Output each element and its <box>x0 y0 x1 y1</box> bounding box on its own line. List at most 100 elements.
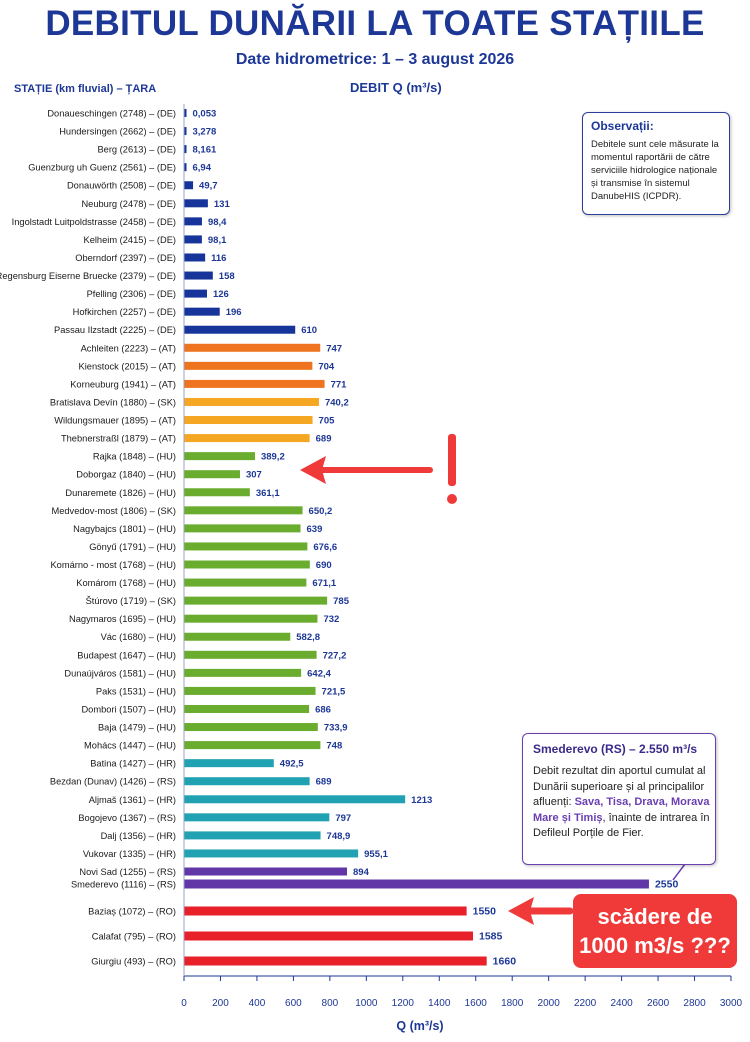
bar <box>184 741 321 750</box>
x-tick-label: 2200 <box>574 998 597 1009</box>
station-label: Bratislava Devín (1880) – (SK) <box>50 397 176 407</box>
alert-line-1: scădere de <box>597 904 713 929</box>
x-tick-label: 2400 <box>610 998 633 1009</box>
value-label: 689 <box>316 434 332 445</box>
bar <box>184 181 194 190</box>
station-label: Calafat (795) – (RO) <box>92 932 176 942</box>
value-label: 98,4 <box>208 217 227 228</box>
x-tick-label: 200 <box>212 998 229 1009</box>
value-label: 158 <box>219 271 235 282</box>
value-label: 98,1 <box>208 235 227 246</box>
doborgaz-arrow <box>300 456 433 484</box>
station-label: Nagybajcs (1801) – (HU) <box>73 524 176 534</box>
station-label: Dombori (1507) – (HU) <box>81 704 176 714</box>
value-label: 0,053 <box>193 109 217 120</box>
chart-heading: DEBIT Q (m³/s) <box>350 80 442 95</box>
value-label: 389,2 <box>261 452 285 463</box>
bar <box>184 668 302 677</box>
bar <box>184 109 187 117</box>
x-tick-label: 1400 <box>428 998 451 1009</box>
station-label: Hundersingen (2662) – (DE) <box>59 127 176 137</box>
bar <box>184 650 317 659</box>
value-label: 131 <box>214 199 231 210</box>
bar <box>184 578 307 587</box>
station-label: Gönyű (1791) – (HU) <box>89 542 176 552</box>
station-label: Bezdan (Dunav) (1426) – (RS) <box>50 777 176 787</box>
bar <box>184 506 303 515</box>
alert-line-2: 1000 m3/s ??? <box>579 933 731 958</box>
bar <box>184 867 348 876</box>
bar <box>184 416 313 425</box>
bar <box>184 956 487 966</box>
smederevo-note-text-after: , înainte de intrarea în Defileul Porțil… <box>533 811 710 840</box>
value-label: 686 <box>315 704 331 715</box>
station-label: Guenzburg uh Guenz (2561) – (DE) <box>28 163 176 173</box>
station-label: Baja (1479) – (HU) <box>98 723 176 733</box>
station-label: Hofkirchen (2257) – (DE) <box>73 307 176 317</box>
bar <box>184 470 240 479</box>
observations-text: Debitele sunt cele măsurate la momentul … <box>591 139 719 202</box>
station-label: Donaueschingen (2748) – (DE) <box>47 109 176 119</box>
value-label: 704 <box>318 361 335 372</box>
station-label: Dalj (1356) – (HR) <box>101 831 176 841</box>
station-label: Donauwörth (2508) – (DE) <box>67 181 176 191</box>
value-label: 196 <box>226 307 242 318</box>
bar <box>184 686 316 695</box>
station-label: Batina (1427) – (HR) <box>90 759 176 769</box>
value-label: 8,161 <box>193 145 217 156</box>
smederevo-note-box: Smederevo (RS) – 2.550 m³/s Debit rezult… <box>522 733 716 865</box>
bar <box>184 199 208 208</box>
bar <box>184 704 310 713</box>
x-tick-label: 1000 <box>355 998 378 1009</box>
exclamation-mark-bar <box>448 434 456 486</box>
station-label: Baziaș (1072) – (RO) <box>88 907 176 917</box>
x-tick-label: 1800 <box>501 998 524 1009</box>
x-tick-label: 600 <box>285 998 302 1009</box>
station-label: Achleiten (2223) – (AT) <box>81 343 176 353</box>
station-label: Neuburg (2478) – (DE) <box>81 199 176 209</box>
station-label: Wildungsmauer (1895) – (AT) <box>54 416 176 426</box>
value-label: 748,9 <box>327 831 351 842</box>
bar <box>184 397 319 406</box>
value-label: 689 <box>316 777 332 788</box>
station-column-header: STAȚIE (km fluvial) – ȚARA <box>14 83 157 95</box>
station-label: Giurgiu (493) – (RO) <box>91 957 176 967</box>
bar <box>184 343 321 352</box>
station-label: Novi Sad (1255) – (RS) <box>79 867 176 877</box>
value-label: 785 <box>333 596 350 607</box>
bar <box>184 524 301 533</box>
value-label: 492,5 <box>280 759 304 770</box>
x-axis-label: Q (m³/s) <box>396 1019 443 1033</box>
value-label: 639 <box>307 524 323 535</box>
value-label: 610 <box>301 325 317 336</box>
bar <box>184 879 649 889</box>
station-label: Komárno - most (1768) – (HU) <box>50 560 176 570</box>
station-label: Bogojevo (1367) – (RS) <box>78 813 176 823</box>
smederevo-note-text: Debit rezultat din aportul cumulat al Du… <box>533 764 711 842</box>
bar <box>184 163 187 172</box>
bar <box>184 434 310 443</box>
station-label: Komárom (1768) – (HU) <box>76 578 176 588</box>
x-tick-label: 800 <box>322 998 339 1009</box>
x-tick-label: 2800 <box>683 998 706 1009</box>
bar <box>184 596 328 605</box>
station-label: Aljmaš (1361) – (HR) <box>89 795 176 805</box>
bar <box>184 361 313 370</box>
chart-title: DEBITUL DUNĂRII LA TOATE STAȚIILE <box>45 4 705 43</box>
value-label: 361,1 <box>256 488 280 499</box>
alert-box: scădere de 1000 m3/s ??? <box>573 894 737 968</box>
value-label: 747 <box>326 343 342 354</box>
bar <box>184 253 206 262</box>
value-label: 727,2 <box>323 650 347 661</box>
station-label: Rajka (1848) – (HU) <box>93 452 176 462</box>
chart-subtitle: Date hidrometrice: 1 – 3 august 2026 <box>235 51 515 68</box>
bar <box>184 813 330 822</box>
bar <box>184 271 213 280</box>
value-label: 671,1 <box>312 578 336 589</box>
bar <box>184 542 308 551</box>
station-label: Passau Ilzstadt (2225) – (DE) <box>54 325 176 335</box>
bar <box>184 217 202 226</box>
bar <box>184 379 325 388</box>
value-label: 126 <box>213 289 229 300</box>
bar <box>184 931 473 941</box>
